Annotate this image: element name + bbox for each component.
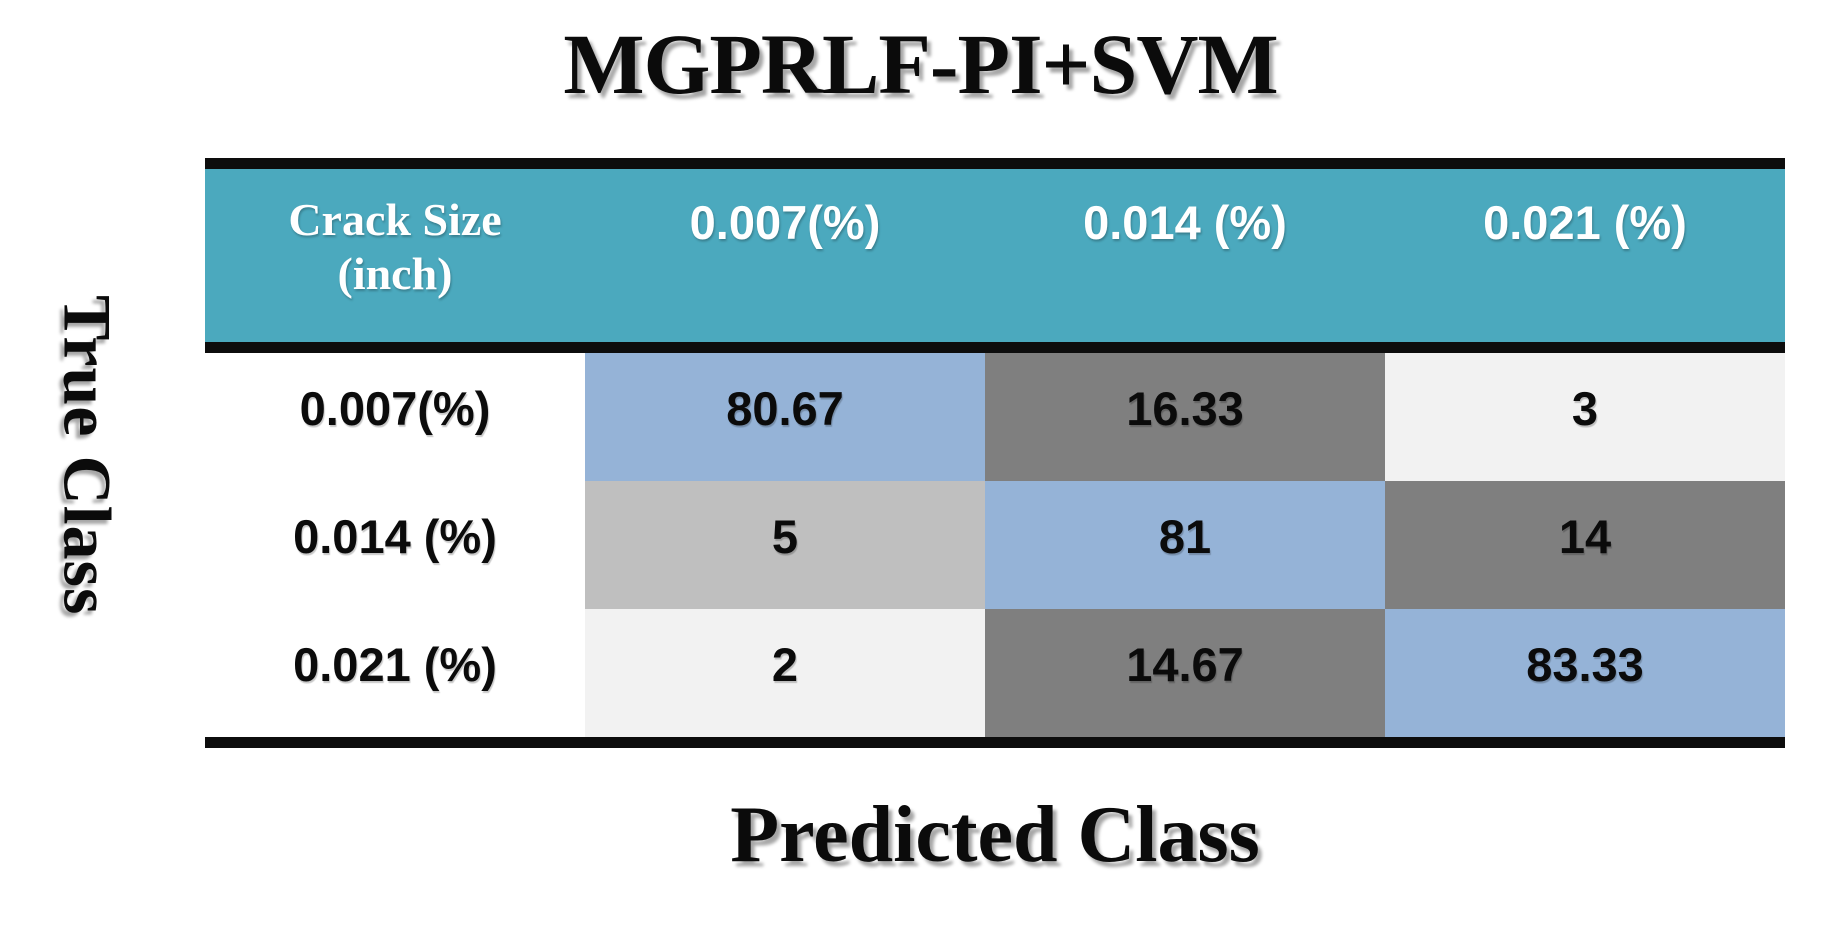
row-label-0021: 0.021 (%) — [293, 638, 497, 691]
corner-header: Crack Size (inch) — [205, 169, 585, 342]
table-row-0014: 0.014 (%) 5 81 14 — [205, 481, 1785, 609]
column-header-0007: 0.007(%) — [689, 196, 881, 249]
cell-true0014-pred0021: 14 — [1385, 481, 1785, 609]
chart-title: MGPRLF-PI+SVM — [563, 16, 1278, 112]
cell-true0021-pred0021: 83.33 — [1385, 609, 1785, 737]
column-header-0014: 0.014 (%) — [1083, 196, 1287, 249]
table-header-separator-rule — [205, 342, 1785, 353]
x-axis-label: Predicted Class — [730, 791, 1260, 879]
cell-true0021-pred0014: 14.67 — [985, 609, 1385, 737]
row-label-0007: 0.007(%) — [299, 382, 491, 435]
corner-header-line1: Crack Size — [288, 194, 502, 245]
column-header-0021: 0.021 (%) — [1483, 196, 1687, 249]
confusion-matrix-table: Crack Size (inch) 0.007(%) 0.014 (%) 0.0… — [205, 158, 1785, 748]
cell-true0021-pred0007: 2 — [585, 609, 985, 737]
table-row-0007: 0.007(%) 80.67 16.33 3 — [205, 353, 1785, 481]
cell-true0007-pred0007: 80.67 — [585, 353, 985, 481]
cell-true0007-pred0021: 3 — [1385, 353, 1785, 481]
cell-true0014-pred0007: 5 — [585, 481, 985, 609]
cell-true0014-pred0014: 81 — [985, 481, 1385, 609]
y-axis-label: True Class — [49, 294, 126, 616]
corner-header-line2: (inch) — [337, 248, 453, 300]
table-bottom-rule — [205, 737, 1785, 748]
table-row-0021: 0.021 (%) 2 14.67 83.33 — [205, 609, 1785, 737]
row-label-0014: 0.014 (%) — [293, 510, 497, 563]
table-top-rule — [205, 158, 1785, 169]
table-header-row: Crack Size (inch) 0.007(%) 0.014 (%) 0.0… — [205, 169, 1785, 342]
cell-true0007-pred0014: 16.33 — [985, 353, 1385, 481]
